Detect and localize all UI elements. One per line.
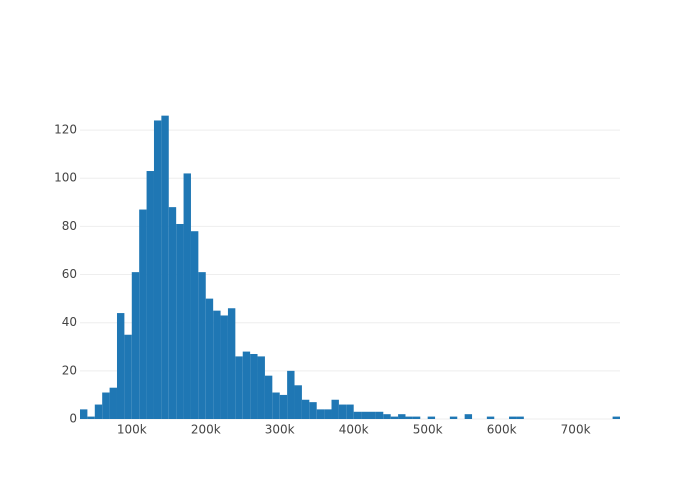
bar: [94, 404, 103, 419]
bar: [516, 416, 524, 419]
bar: [183, 173, 191, 419]
bar: [153, 120, 162, 420]
bar: [294, 385, 302, 419]
bar: [353, 411, 362, 419]
bar: [213, 310, 221, 419]
bar: [279, 394, 288, 419]
x-tick-label: 700k: [561, 423, 591, 437]
bar: [264, 375, 273, 419]
bar: [146, 171, 154, 419]
bar: [80, 409, 88, 419]
bar: [227, 308, 236, 419]
x-tick-label: 100k: [117, 423, 147, 437]
bar: [124, 334, 132, 419]
bar: [338, 404, 347, 419]
bar: [509, 416, 517, 419]
bar: [390, 416, 399, 419]
bar: [139, 209, 147, 419]
y-tick-label: 60: [62, 267, 77, 281]
bar: [361, 411, 369, 419]
bar: [287, 370, 295, 419]
x-tick-label: 200k: [191, 423, 221, 437]
y-tick-label: 80: [62, 219, 77, 233]
y-tick-label: 40: [62, 315, 77, 329]
bar: [301, 399, 310, 419]
bar: [449, 416, 458, 419]
bar: [242, 351, 251, 419]
bar: [331, 399, 339, 419]
bar: [87, 416, 95, 419]
y-tick-label: 0: [69, 412, 77, 426]
bar: [346, 404, 354, 419]
bar: [612, 416, 620, 419]
bar: [486, 416, 495, 419]
bar: [257, 356, 265, 419]
bar: [375, 411, 384, 419]
bar: [464, 414, 473, 419]
bar: [412, 416, 421, 419]
bar: [309, 402, 317, 419]
bar: [272, 392, 280, 419]
bar: [316, 409, 325, 419]
bar: [427, 416, 436, 419]
y-tick-label: 20: [62, 363, 77, 377]
bar: [116, 313, 125, 419]
bar: [190, 231, 199, 419]
bar: [198, 272, 206, 419]
x-tick-label: 400k: [339, 423, 369, 437]
bar: [235, 356, 243, 419]
bar: [368, 411, 376, 419]
x-tick-label: 300k: [265, 423, 295, 437]
y-tick-label: 100: [54, 171, 77, 185]
bar: [102, 392, 110, 419]
bar: [250, 353, 258, 419]
y-tick-label: 120: [54, 123, 77, 137]
bar: [176, 223, 184, 419]
bar: [405, 416, 413, 419]
bar: [168, 207, 177, 419]
bar: [324, 409, 332, 419]
bar: [109, 387, 117, 419]
x-tick-label: 500k: [413, 423, 443, 437]
bar: [205, 298, 214, 419]
bar: [161, 115, 169, 420]
bar: [220, 315, 228, 419]
x-tick-label: 600k: [487, 423, 517, 437]
bar: [398, 414, 406, 419]
bar: [131, 272, 140, 419]
bar: [383, 414, 391, 419]
